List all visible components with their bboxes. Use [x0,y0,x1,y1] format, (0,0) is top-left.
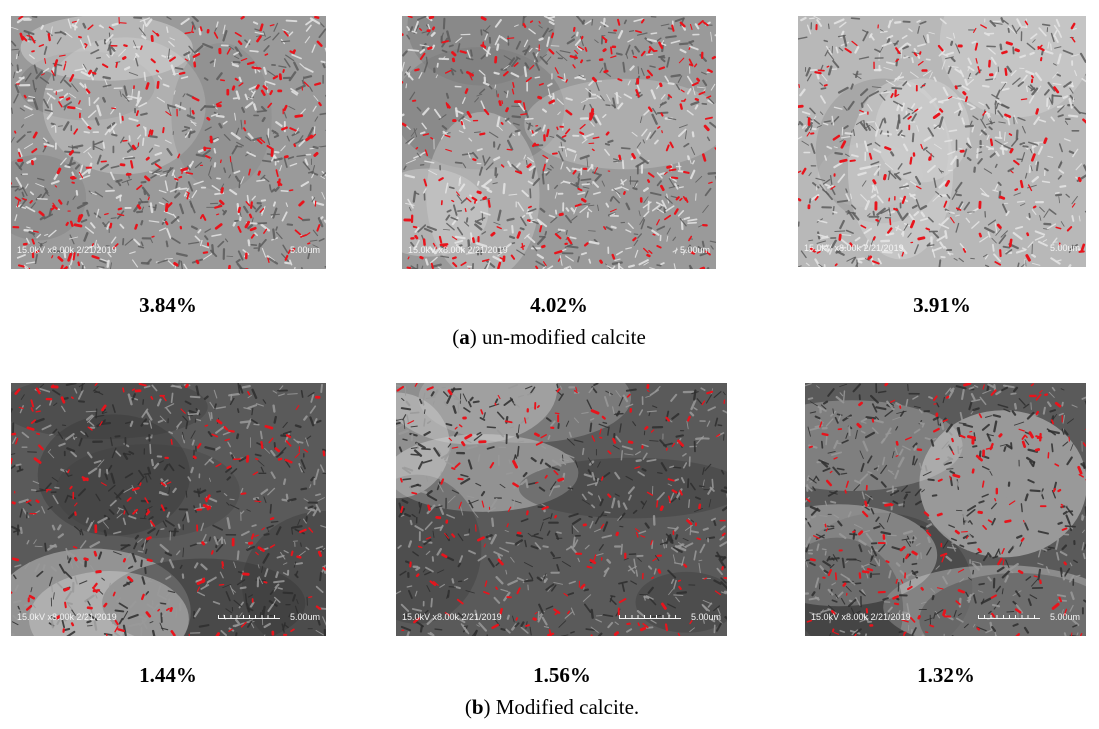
scale-bar-label: 5.00um [1049,612,1080,622]
sem-texture [396,383,727,636]
scale-bar [619,614,681,619]
porosity-value: 1.56% [533,663,591,687]
caption-text: ) un-modified calcite [469,325,646,349]
sem-texture [11,383,326,636]
sem-metadata: 15.0kV x8.00k 2/21/2019 [408,245,508,255]
caption-text: ) Modified calcite. [483,695,640,719]
panel-caption-b: (b) Modified calcite. [464,695,640,719]
scale-bar-label: 5.00um [289,245,320,255]
scale-bar-label: 5.00um [1049,243,1080,253]
sem-metadata: 15.0kV x8.00k 2/21/2019 [804,243,904,253]
sem-texture [11,16,326,269]
panel-letter: b [471,695,484,719]
porosity-value: 3.91% [913,293,971,317]
sem-metadata: 15.0kV x8.00k 2/21/2019 [17,612,117,622]
sem-image-a1: 15.0kV x8.00k 2/21/2019 5.00um [11,16,326,269]
sem-image-b1: 15.0kV x8.00k 2/21/2019 5.00um [11,383,326,636]
panel-caption-a: (a) un-modified calcite [452,325,646,349]
porosity-value: 1.32% [917,663,975,687]
sem-image-a3: 15.0kV x8.00k 2/21/2019 5.00um [798,16,1086,267]
sem-image-b3: 15.0kV x8.00k 2/21/2019 5.00um [805,383,1086,636]
sem-texture [798,16,1086,267]
scale-bar [978,614,1040,619]
scale-bar [218,614,280,619]
sem-metadata: 15.0kV x8.00k 2/21/2019 [402,612,502,622]
panel-letter: a [459,325,470,349]
sem-texture [805,383,1086,636]
scale-bar-label: 5.00um [679,245,710,255]
sem-metadata: 15.0kV x8.00k 2/21/2019 [811,612,911,622]
scale-bar-label: 5.00um [289,612,320,622]
sem-image-b2: 15.0kV x8.00k 2/21/2019 5.00um [396,383,727,636]
porosity-value: 4.02% [530,293,588,317]
porosity-value: 1.44% [139,663,197,687]
sem-metadata: 15.0kV x8.00k 2/21/2019 [17,245,117,255]
porosity-value: 3.84% [139,293,197,317]
scale-bar-label: 5.00um [690,612,721,622]
sem-texture [402,16,716,269]
sem-image-a2: 15.0kV x8.00k 2/21/2019 5.00um [402,16,716,269]
